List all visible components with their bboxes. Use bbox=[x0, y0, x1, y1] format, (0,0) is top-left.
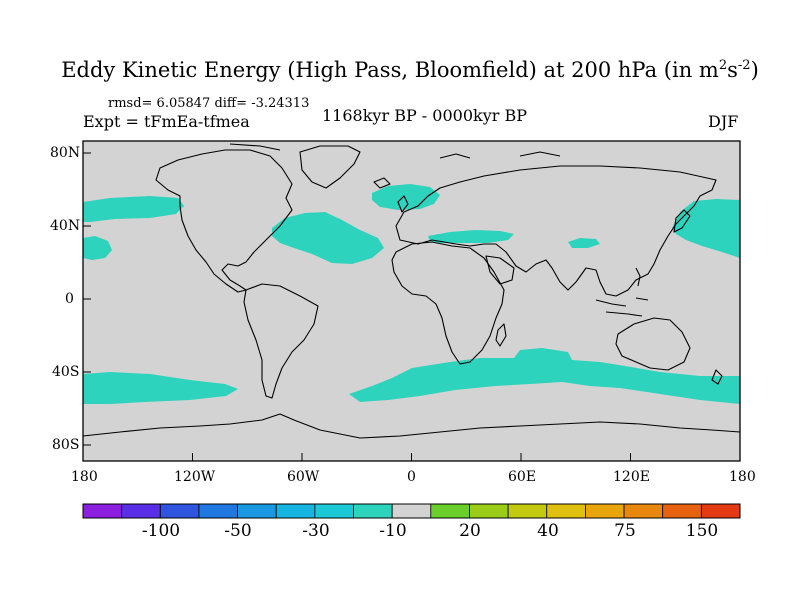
anomaly-north-atlantic bbox=[272, 212, 384, 264]
colorbar-swatch bbox=[623, 503, 664, 519]
colorbar-label: 75 bbox=[614, 521, 636, 541]
colorbar-swatch bbox=[507, 503, 548, 519]
colorbar-label: -10 bbox=[379, 521, 407, 541]
statistics-text: rmsd= 6.05847 diff= -3.24313 bbox=[108, 96, 310, 111]
colorbar-swatch bbox=[353, 503, 393, 519]
coast-arctic-islands bbox=[229, 143, 561, 159]
coast-japan bbox=[673, 209, 691, 233]
figure-title: Eddy Kinetic Energy (High Pass, Bloomfie… bbox=[61, 58, 759, 82]
coast-british-isles bbox=[397, 195, 409, 213]
anomaly-southern-ocean bbox=[349, 348, 740, 404]
lon-label-60w: 60W bbox=[287, 469, 320, 485]
colorbar-swatch bbox=[469, 503, 509, 519]
anomaly-northern-europe bbox=[372, 184, 440, 210]
anomaly-north-pacific-east-lower bbox=[83, 236, 112, 260]
anomaly-mediterranean bbox=[428, 230, 514, 243]
lat-label-80s: 80S bbox=[52, 437, 80, 453]
anomaly-northwest-pacific bbox=[672, 199, 740, 258]
coast-antarctica bbox=[82, 413, 741, 439]
coast-arabia bbox=[485, 255, 515, 285]
colorbar-swatch bbox=[82, 503, 123, 519]
coast-new-zealand bbox=[711, 369, 723, 385]
colorbar-boxes bbox=[82, 503, 741, 519]
period-label: 1168kyr BP - 0000kyr BP bbox=[322, 106, 527, 125]
lat-label-40s: 40S bbox=[52, 364, 80, 380]
coastlines bbox=[82, 143, 741, 439]
colorbar-swatch bbox=[430, 503, 470, 519]
lat-label-0: 0 bbox=[65, 291, 74, 307]
coast-north-america bbox=[155, 149, 293, 293]
anomaly-southern-pacific bbox=[83, 372, 238, 404]
colorbar-swatch bbox=[391, 503, 432, 519]
coast-greenland bbox=[299, 145, 361, 189]
colorbar-swatch bbox=[662, 503, 702, 519]
lat-label-80n: 80N bbox=[50, 145, 81, 161]
colorbar-label: -50 bbox=[224, 521, 252, 541]
lon-label-60e: 60E bbox=[508, 469, 537, 485]
coast-eurasia bbox=[395, 165, 717, 297]
anomaly-central-asia bbox=[568, 238, 600, 248]
coast-south-america bbox=[243, 283, 319, 399]
colorbar-swatch bbox=[121, 503, 161, 519]
lon-label-120e: 120E bbox=[613, 469, 650, 485]
season-label: DJF bbox=[708, 112, 739, 131]
latitude-ticks bbox=[83, 152, 91, 446]
coast-indonesia bbox=[595, 297, 649, 317]
colorbar-swatch bbox=[700, 503, 741, 519]
colorbar-swatch bbox=[275, 503, 316, 519]
colorbar-label: 20 bbox=[459, 521, 481, 541]
colorbar-label: -30 bbox=[302, 521, 330, 541]
anomaly-north-pacific-east bbox=[83, 196, 184, 222]
coast-iceland bbox=[373, 177, 391, 189]
colorbar-swatch bbox=[237, 503, 277, 519]
coast-australia bbox=[615, 317, 691, 371]
longitude-ticks bbox=[82, 453, 741, 461]
lat-label-40n: 40N bbox=[50, 218, 81, 234]
colorbar-swatch bbox=[314, 503, 354, 519]
experiment-label: Expt = tFmEa-tfmea bbox=[83, 112, 250, 131]
colorbar-label: 40 bbox=[537, 521, 559, 541]
colorbar-label: 150 bbox=[685, 521, 719, 541]
coast-philippines bbox=[635, 267, 641, 287]
coast-madagascar bbox=[495, 323, 507, 347]
colorbar-swatch bbox=[585, 503, 625, 519]
colorbar-swatch bbox=[198, 503, 238, 519]
colorbar-label: -100 bbox=[141, 521, 181, 541]
colorbar-swatch bbox=[159, 503, 200, 519]
lon-label-180w: 180 bbox=[71, 469, 98, 485]
anomaly-regions bbox=[83, 184, 740, 404]
lon-label-180e: 180 bbox=[729, 469, 756, 485]
colorbar bbox=[82, 503, 741, 519]
colorbar-outline bbox=[82, 503, 741, 519]
lon-label-0: 0 bbox=[407, 469, 416, 485]
coast-africa bbox=[391, 241, 505, 365]
colorbar-swatch bbox=[546, 503, 586, 519]
lon-label-120w: 120W bbox=[174, 469, 216, 485]
